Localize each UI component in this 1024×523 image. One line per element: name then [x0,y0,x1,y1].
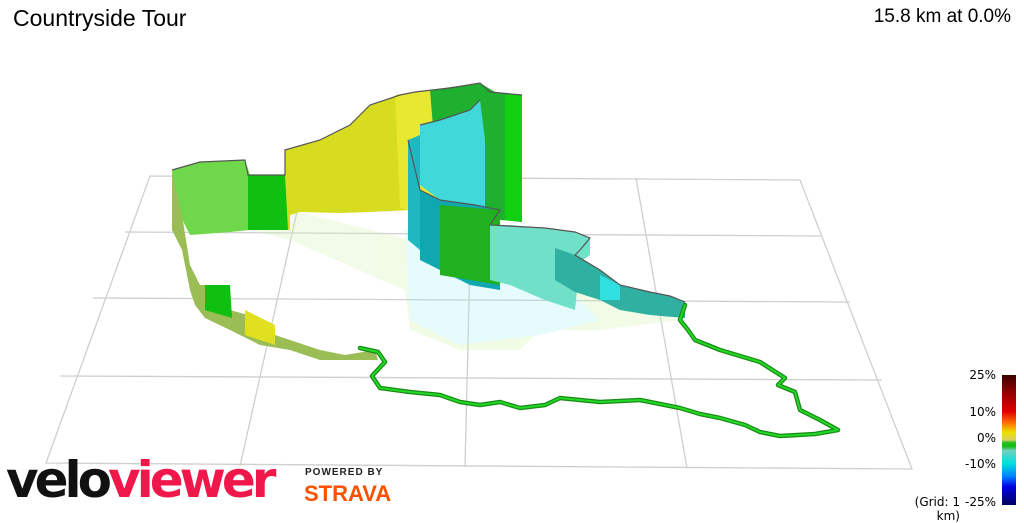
route-wall-center [408,100,685,318]
grid-scale-note: (Grid: 1 km) [914,495,960,523]
veloviewer-logo[interactable]: veloviewer [6,451,276,509]
3d-route-view[interactable] [0,0,1024,512]
legend-label-neg10: -10% [964,457,996,471]
gradient-legend-bar [1002,375,1016,505]
route-wall-west [172,95,412,360]
logo-viewer-text: viewer [108,451,276,509]
route-top-edge [171,82,686,303]
route-title: Countryside Tour [13,5,187,31]
legend-label-max: 25% [969,368,996,382]
strava-logo[interactable]: STRAVA [304,481,392,506]
route-stats: 15.8 km at 0.0% [873,6,1011,27]
legend-label-0: 0% [976,431,996,445]
route-ribbon [357,302,841,439]
legend-label-min: -25% [964,495,996,509]
logo-velo-text: velo [6,451,112,509]
legend-label-10: 10% [969,405,996,419]
powered-by-label: POWERED BY [305,467,384,478]
